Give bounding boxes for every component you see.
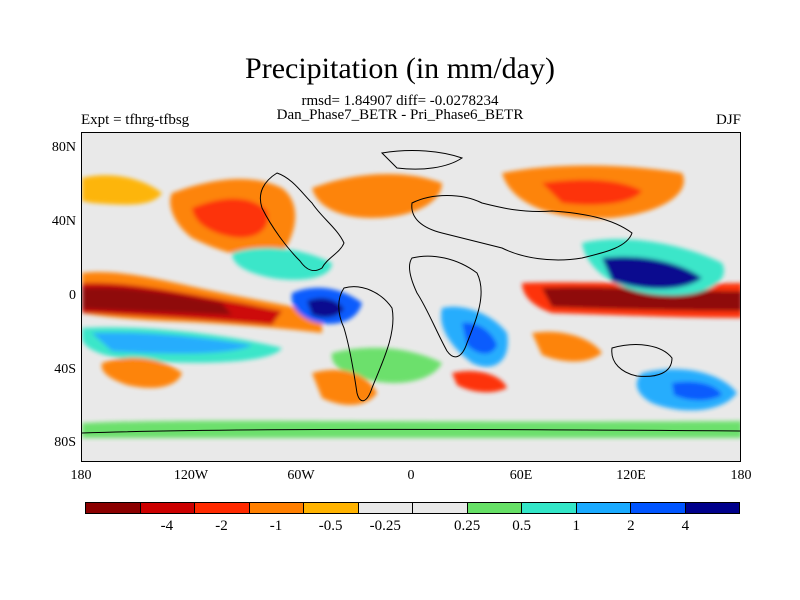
y-tick-label: 80S	[54, 435, 76, 450]
colorbar-swatch	[685, 503, 739, 513]
y-tick-label: 40N	[51, 214, 76, 229]
experiment-label: Expt = tfhrg-tfbsg	[81, 112, 190, 128]
x-tick-label: 120W	[173, 468, 209, 483]
x-tick-label: 60E	[509, 468, 533, 483]
comparison-line: Dan_Phase7_BETR - Pri_Phase6_BETR	[276, 107, 524, 123]
precipitation-difference-map	[81, 132, 741, 462]
colorbar-swatch	[304, 503, 359, 513]
colorbar-label: -0.5	[318, 518, 343, 534]
x-tick-label: 120E	[616, 468, 646, 483]
colorbar-label: -2	[215, 518, 228, 534]
x-tick-label: 180	[730, 468, 752, 483]
season-label: DJF	[715, 112, 741, 128]
colorbar-swatch	[576, 503, 631, 513]
stats-line: rmsd= 1.84907 diff= -0.0278234	[301, 93, 499, 109]
y-tick-label: 0	[69, 288, 76, 303]
colorbar-swatch	[413, 503, 468, 513]
colorbar-label: 4	[681, 518, 690, 534]
map-title: Precipitation (in mm/day)	[245, 52, 555, 85]
colorbar-label: 0.5	[512, 518, 532, 534]
y-tick-label: 80N	[51, 140, 76, 155]
colorbar-swatch	[631, 503, 686, 513]
x-tick-label: 0	[407, 468, 415, 483]
x-tick-label: 60W	[287, 468, 315, 483]
colorbar-label: 0.25	[453, 518, 481, 534]
colorbar-swatch	[249, 503, 304, 513]
colorbar	[85, 502, 740, 514]
colorbar-swatch	[358, 503, 413, 513]
map-field	[82, 133, 740, 461]
colorbar-label: 1	[572, 518, 581, 534]
y-tick-label: 40S	[54, 362, 76, 377]
colorbar-swatch	[522, 503, 577, 513]
colorbar-swatch	[86, 503, 141, 513]
colorbar-label: -0.25	[369, 518, 401, 534]
colorbar-swatch	[467, 503, 522, 513]
colorbar-swatch	[195, 503, 250, 513]
colorbar-swatch	[140, 503, 195, 513]
x-tick-label: 180	[70, 468, 92, 483]
colorbar-label: -4	[160, 518, 174, 534]
colorbar-label: -1	[269, 518, 283, 534]
colorbar-label: 2	[627, 518, 635, 534]
